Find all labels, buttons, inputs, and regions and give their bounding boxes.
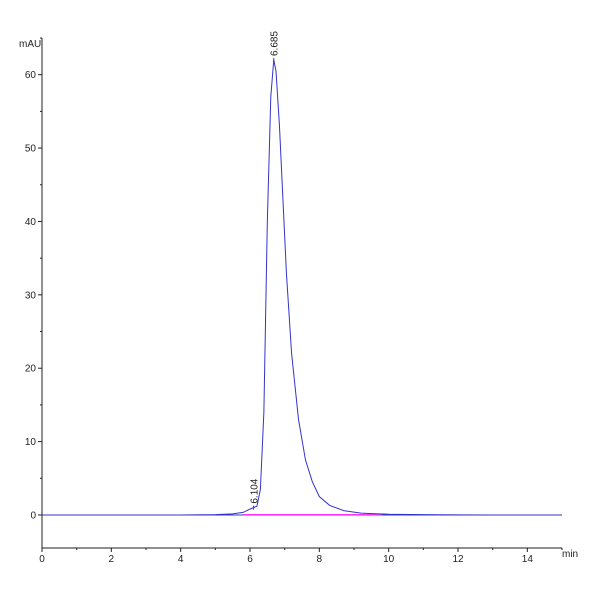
- y-ticks: 0 10 20 30 40 50 60: [25, 37, 42, 521]
- chromatogram-trace: [42, 59, 562, 516]
- x-tick-label: 6: [247, 554, 253, 565]
- y-tick-label: 30: [25, 290, 37, 301]
- x-tick-label: 10: [383, 554, 395, 565]
- y-tick-label: 0: [30, 510, 36, 521]
- x-tick-label: 14: [522, 554, 534, 565]
- x-tick-label: 8: [317, 554, 323, 565]
- x-axis-label: min: [562, 549, 578, 560]
- y-axis: mAU 0 10 20 30 40 50 60: [19, 37, 43, 548]
- peak-annotations: 6.104 6.685: [250, 31, 281, 510]
- x-tick-label: 4: [178, 554, 184, 565]
- x-axis: min 0 2 4 6 8 10 12 14: [39, 547, 578, 565]
- x-tick-label: 0: [39, 554, 45, 565]
- peak-retention-label: 6.685: [270, 31, 281, 56]
- y-tick-label: 10: [25, 437, 37, 448]
- x-tick-label: 12: [452, 554, 464, 565]
- y-tick-label: 20: [25, 364, 37, 375]
- y-tick-label: 50: [25, 144, 37, 155]
- x-tick-label: 2: [109, 554, 115, 565]
- y-tick-label: 40: [25, 217, 37, 228]
- x-ticks: 0 2 4 6 8 10 12 14: [39, 548, 563, 565]
- y-tick-label: 60: [25, 70, 37, 81]
- y-axis-label: mAU: [19, 39, 41, 50]
- peak-retention-label: 6.104: [250, 478, 261, 503]
